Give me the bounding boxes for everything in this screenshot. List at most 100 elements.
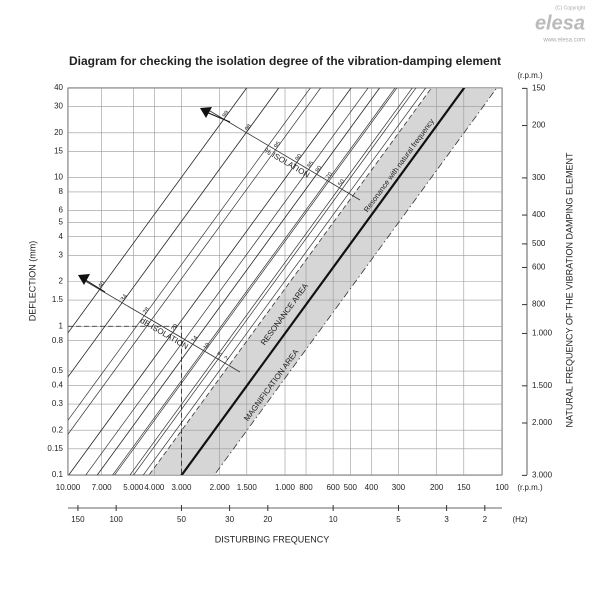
y-axis-label: DEFLECTION (mm) (27, 241, 37, 322)
website: www.elesa.com (542, 38, 585, 44)
x-tick-label: 800 (299, 483, 313, 492)
isolation-line (68, 88, 322, 435)
isolation-label: 50 (338, 178, 347, 187)
resonance-line (180, 88, 466, 475)
y-tick-label: 10 (54, 173, 63, 182)
isolation-label: 90 (295, 153, 304, 162)
x-tick-label: 300 (392, 483, 406, 492)
x2-tick-label: 20 (263, 515, 272, 524)
isolation-band (204, 107, 361, 201)
arrow (83, 278, 106, 293)
x2-tick-label: 10 (329, 515, 338, 524)
x-tick-label: 10.000 (56, 483, 81, 492)
plot-area (68, 88, 502, 475)
y2-tick-label: 1.000 (532, 329, 553, 338)
x-tick-label: 2.000 (210, 483, 231, 492)
y2-axis-label: NATURAL FREQUENCY OF THE VIBRATION DAMPI… (564, 152, 574, 428)
isolation-line (68, 88, 248, 334)
isolation-label: 99 (222, 110, 231, 119)
y-tick-label: 1 (59, 321, 64, 330)
isolation-line (85, 88, 369, 475)
isolation-label: 34 (120, 293, 129, 302)
y-tick-label: 3 (59, 250, 64, 259)
isolation-label: 20 (171, 323, 180, 332)
y2-tick-label: 300 (532, 173, 546, 182)
x-tick-label: 150 (457, 483, 471, 492)
logo: elesa (535, 12, 585, 34)
x-tick-label: 400 (365, 483, 379, 492)
y-tick-label: 40 (54, 83, 63, 92)
copyright: (C) Copyright (555, 5, 585, 11)
x-tick-label: 200 (430, 483, 444, 492)
y2-unit: (r.p.m.) (517, 71, 543, 80)
isolation-label: 70 (325, 171, 334, 180)
isolation-title: dB ISOLATION (139, 316, 190, 351)
boundary-line (213, 88, 498, 475)
x-unit: (r.p.m.) (517, 483, 543, 492)
x2-unit: (Hz) (512, 515, 527, 524)
x-tick-label: 500 (344, 483, 358, 492)
y-tick-label: 15 (54, 146, 63, 155)
isolation-label: 80 (315, 165, 324, 174)
isolation-band (79, 277, 241, 373)
arrow-head (78, 274, 90, 285)
x2-tick-label: 100 (109, 515, 123, 524)
y2-tick-label: 1.500 (532, 381, 553, 390)
y2-tick-label: 200 (532, 121, 546, 130)
x2-tick-label: 2 (483, 515, 488, 524)
isolation-label: 5 (217, 351, 224, 358)
y-tick-label: 8 (59, 187, 64, 196)
arrow-head (200, 107, 212, 118)
boundary-line (148, 88, 432, 475)
isolation-line (112, 88, 396, 475)
isolation-label: 14 (191, 335, 200, 344)
y-tick-label: 4 (59, 232, 64, 241)
x-tick-label: 7.000 (92, 483, 113, 492)
y-tick-label: 1.5 (52, 295, 64, 304)
isolation-line (129, 88, 413, 475)
y2-tick-label: 500 (532, 239, 546, 248)
x2-tick-label: 5 (396, 515, 401, 524)
isolation-line (96, 88, 380, 475)
isolation-label: 95 (274, 140, 283, 149)
y-tick-label: 0.3 (52, 399, 64, 408)
x-tick-label: 5.000 (123, 483, 144, 492)
y-tick-label: 2 (59, 277, 64, 286)
x2-tick-label: 50 (177, 515, 186, 524)
isolation-line (142, 88, 427, 475)
x2-tick-label: 30 (225, 515, 234, 524)
y2-tick-label: 150 (532, 83, 546, 92)
y-tick-label: 0.1 (52, 470, 64, 479)
x-tick-label: 1.000 (275, 483, 296, 492)
isolation-label: 98 (244, 123, 253, 132)
example-line (68, 325, 182, 475)
x2-tick-label: 150 (71, 515, 85, 524)
isolation-line (68, 88, 280, 378)
isolation-title: % ISOLATION (262, 146, 311, 180)
y2-tick-label: 400 (532, 210, 546, 219)
isolation-line (68, 88, 311, 421)
y-tick-label: 0.15 (47, 444, 63, 453)
isolation-line (133, 88, 417, 475)
x-tick-label: 600 (326, 483, 340, 492)
chart-title: Diagram for checking the isolation degre… (69, 54, 501, 68)
x-tick-label: 3.000 (171, 483, 192, 492)
y-tick-label: 5 (59, 217, 64, 226)
y2-tick-label: 800 (532, 300, 546, 309)
y2-tick-label: 3.000 (532, 470, 553, 479)
y2-tick-label: 600 (532, 263, 546, 272)
x-axis-label: DISTURBING FREQUENCY (215, 534, 330, 544)
y-tick-label: 0.8 (52, 336, 64, 345)
isolation-label: 85 (307, 160, 316, 169)
x2-tick-label: 3 (444, 515, 449, 524)
y-tick-label: 0.5 (52, 366, 64, 375)
x-tick-label: 4.000 (144, 483, 165, 492)
x-tick-label: 100 (495, 483, 509, 492)
y-tick-label: 6 (59, 206, 64, 215)
isolation-label: 2 (224, 355, 231, 362)
isolation-label: 40 (98, 280, 107, 289)
y-tick-label: 0.2 (52, 425, 64, 434)
y-tick-label: 0.4 (52, 381, 64, 390)
isolation-label: 28 (142, 306, 151, 315)
